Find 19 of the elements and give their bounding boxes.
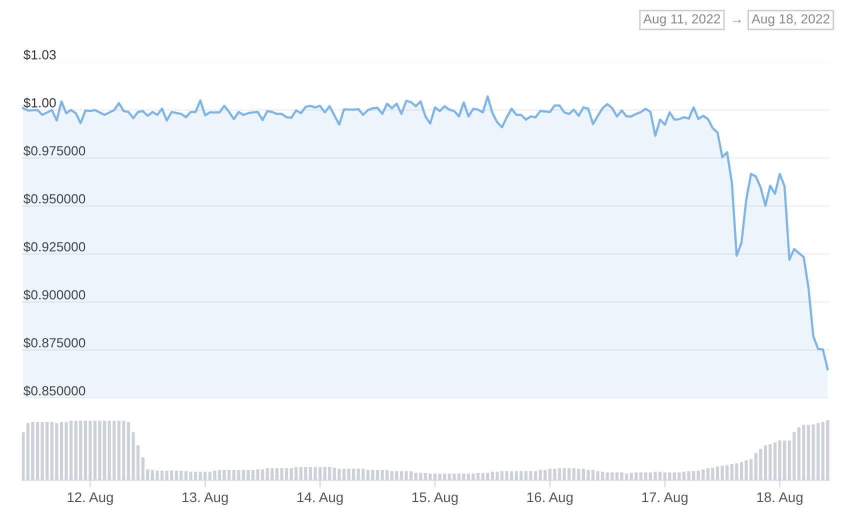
- y-tick-label: $0.900000: [23, 290, 86, 300]
- y-tick-label: $0.875000: [23, 338, 86, 348]
- x-tick-label: 18. Aug: [757, 492, 802, 505]
- x-tick-label: 15. Aug: [412, 492, 458, 505]
- y-tick-label: $0.975000: [23, 146, 86, 156]
- bar: [22, 432, 25, 480]
- x-tick-label: 13. Aug: [182, 492, 228, 505]
- x-tick-label: 12. Aug: [68, 492, 113, 505]
- text: Aug 18, 2022: [752, 14, 830, 26]
- y-tick-label: $0.850000: [23, 386, 86, 396]
- y-tick-label: $0.925000: [23, 242, 86, 252]
- y-tick-label: $1.00: [23, 98, 56, 108]
- text: Aug 11, 2022: [643, 14, 720, 26]
- x-tick-label: 14. Aug: [298, 492, 343, 505]
- x-tick-label: 17. Aug: [642, 492, 688, 505]
- y-tick-label: $0.950000: [23, 194, 86, 204]
- x-tick-label: 16. Aug: [527, 492, 573, 505]
- y-tick-label: $1.03: [23, 50, 56, 60]
- text: →: [732, 20, 741, 23]
